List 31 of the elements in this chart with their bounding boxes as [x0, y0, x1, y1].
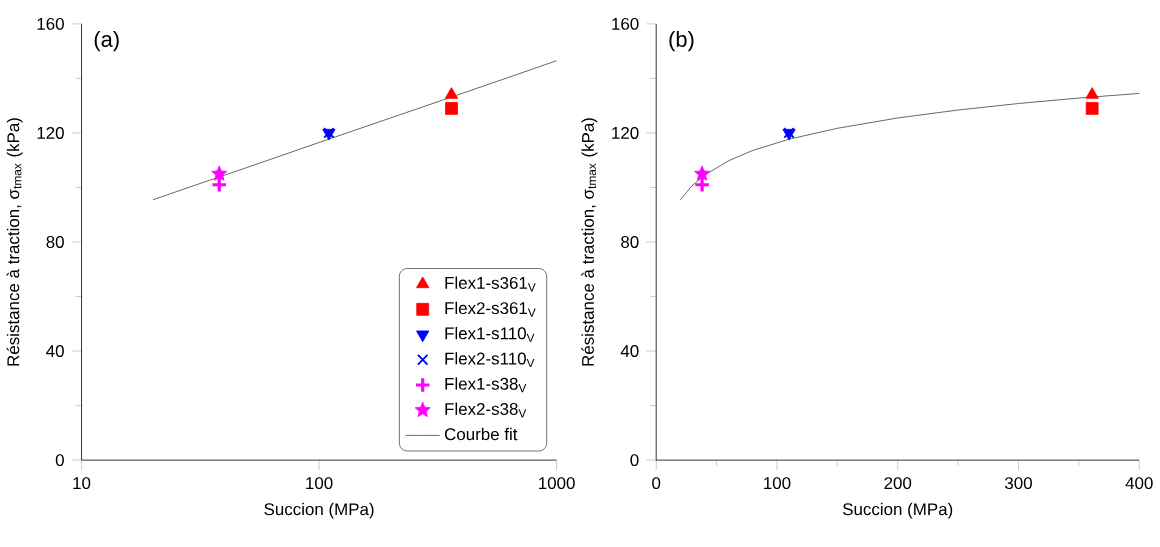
x-tick-label: 300: [1005, 477, 1032, 490]
x-axis-title: Succion (MPa): [264, 502, 374, 519]
legend-label: Flex2-s361$_{V}$: [445, 301, 536, 317]
x-tick-label: 10: [73, 477, 91, 490]
legend-label: Courbe fit: [444, 427, 518, 441]
x-tick-label: 0: [652, 477, 661, 490]
legend-label: Flex2-s38$_{V}$: [445, 402, 527, 418]
chart-title: (a): [94, 31, 119, 52]
x-tick-label: 100: [764, 477, 791, 490]
legend-label: Flex1-s361$_{V}$: [445, 276, 536, 292]
x-axis-title: Succion (MPa): [842, 502, 953, 519]
y-tick-label: 160: [612, 18, 639, 30]
y-tick-label: 40: [620, 345, 639, 358]
x-tick-label: 200: [884, 477, 912, 490]
y-tick-label: 120: [37, 127, 64, 140]
y-tick-label: 160: [37, 18, 64, 30]
y-tick-label: 0: [55, 454, 64, 467]
x-tick-label: 1000: [539, 477, 575, 490]
y-tick-label: 80: [621, 236, 639, 249]
legend-label: Flex2-s110$_{V}$: [445, 352, 535, 368]
legend-label: Flex1-s110$_{V}$: [445, 327, 535, 342]
y-axis-title: Résistance à traction, σ$_{tmax}$ (kPa): [581, 118, 598, 366]
y-tick-label: 0: [630, 454, 639, 467]
x-tick-label: 100: [306, 477, 333, 490]
y-axis-title: Résistance à traction, σ$_{tmax}$ (kPa): [6, 118, 23, 366]
y-tick-label: 40: [46, 345, 64, 358]
chart-title: (b): [669, 31, 694, 52]
y-tick-label: 120: [612, 127, 639, 140]
x-tick-label: 400: [1125, 477, 1153, 490]
legend-label: Flex1-s38$_{V}$: [445, 377, 527, 393]
y-tick-label: 80: [46, 236, 64, 249]
